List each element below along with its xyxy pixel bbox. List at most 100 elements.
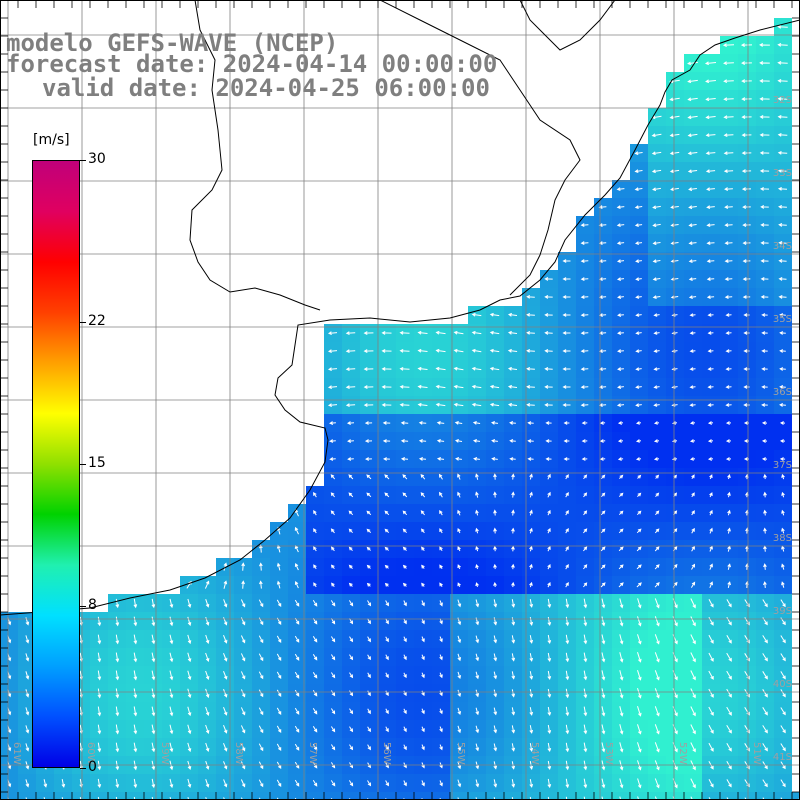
wind-arrow: [619, 598, 624, 609]
wind-arrow: [547, 616, 552, 626]
wind-arrow: [511, 797, 514, 800]
wind-arrow: [744, 670, 750, 680]
wind-arrow: [619, 670, 624, 681]
wind-arrow: [761, 313, 768, 317]
wind-speed-cell: [666, 792, 684, 800]
wind-arrow: [511, 527, 515, 534]
wind-arrow: [347, 439, 354, 443]
wind-arrow: [583, 652, 588, 663]
wind-arrow: [583, 510, 588, 516]
wind-arrow: [382, 439, 391, 443]
wind-arrow: [617, 421, 624, 425]
wind-arrow: [312, 690, 318, 697]
wind-arrow: [493, 743, 498, 752]
wind-arrow: [384, 510, 390, 516]
wind-speed-cell: [18, 792, 36, 800]
wind-arrow: [670, 259, 679, 263]
wind-arrow: [562, 385, 571, 389]
wind-arrow: [601, 796, 604, 800]
wind-arrow: [363, 385, 374, 389]
wind-arrow: [365, 457, 372, 461]
wind-arrow: [493, 509, 497, 516]
colorbar-tick-label: 8: [88, 596, 97, 613]
wind-arrow: [509, 439, 516, 443]
wind-speed-cell: [540, 792, 558, 800]
wind-arrow: [744, 706, 750, 716]
wind-arrow: [529, 707, 534, 716]
wind-arrow: [43, 797, 46, 800]
wind-arrow: [294, 689, 300, 697]
wind-arrow: [762, 743, 768, 752]
wind-speed-cell: [414, 792, 432, 800]
wind-arrow: [706, 295, 715, 299]
wind-arrow: [294, 779, 300, 787]
wind-arrow: [329, 457, 336, 461]
wind-arrow: [187, 652, 192, 663]
wind-arrow: [489, 348, 500, 353]
wind-arrow: [511, 671, 516, 680]
wind-arrow: [781, 509, 785, 516]
wind-arrow: [635, 439, 642, 443]
wind-arrow: [726, 634, 732, 644]
wind-arrow: [601, 474, 606, 480]
wind-arrow: [652, 277, 661, 281]
wind-arrow: [727, 527, 731, 534]
latitude-label: 35S: [773, 314, 792, 325]
wind-arrow: [439, 600, 443, 607]
wind-speed-cell: [504, 792, 522, 800]
wind-arrow: [493, 527, 497, 534]
wind-arrow: [133, 616, 138, 627]
wind-arrow: [580, 241, 589, 245]
wind-arrow: [399, 402, 410, 407]
wind-arrow: [709, 509, 713, 516]
wind-arrow: [652, 241, 661, 246]
wind-arrow: [420, 528, 425, 534]
wind-arrow: [691, 492, 695, 498]
longitude-label: 59W: [159, 742, 170, 765]
wind-arrow: [529, 725, 534, 734]
wind-arrow: [669, 133, 680, 138]
wind-speed-cell: [36, 792, 54, 800]
wind-arrow: [619, 474, 624, 479]
wind-arrow: [708, 652, 714, 662]
wind-arrow: [169, 796, 172, 800]
wind-arrow: [61, 797, 64, 800]
wind-arrow: [240, 689, 246, 698]
wind-arrow: [97, 616, 102, 627]
wind-arrow: [169, 616, 174, 627]
wind-arrow: [562, 259, 571, 263]
wind-arrow: [475, 473, 479, 480]
wind-arrow: [529, 617, 534, 626]
wind-arrow: [654, 652, 660, 663]
wind-arrow: [583, 474, 588, 480]
wind-arrow: [403, 672, 407, 679]
wind-arrow: [384, 474, 390, 480]
wind-arrow: [385, 780, 389, 787]
wind-speed-cell: [306, 792, 324, 800]
wind-arrow: [669, 115, 680, 120]
wind-arrow: [151, 598, 156, 609]
wind-arrow: [547, 742, 552, 752]
wind-arrow: [635, 385, 642, 389]
wind-arrow: [346, 421, 355, 425]
wind-arrow: [547, 563, 551, 570]
wind-arrow: [511, 779, 516, 788]
wind-arrow: [687, 133, 698, 138]
wind-arrow: [636, 582, 642, 588]
wind-arrow: [330, 600, 336, 607]
wind-arrow: [259, 580, 263, 589]
wind-arrow: [655, 474, 660, 479]
wind-arrow: [345, 403, 356, 407]
wind-arrow: [133, 742, 138, 753]
wind-arrow: [115, 634, 120, 645]
wind-arrow: [779, 313, 786, 317]
wind-arrow: [583, 528, 588, 534]
wind-arrow: [493, 545, 497, 552]
wind-arrow: [780, 725, 786, 734]
wind-arrow: [241, 580, 245, 589]
wind-arrow: [493, 563, 497, 570]
wind-arrow: [493, 581, 497, 588]
wind-arrow: [169, 706, 174, 717]
wind-arrow: [330, 726, 336, 733]
wind-arrow: [690, 581, 696, 588]
